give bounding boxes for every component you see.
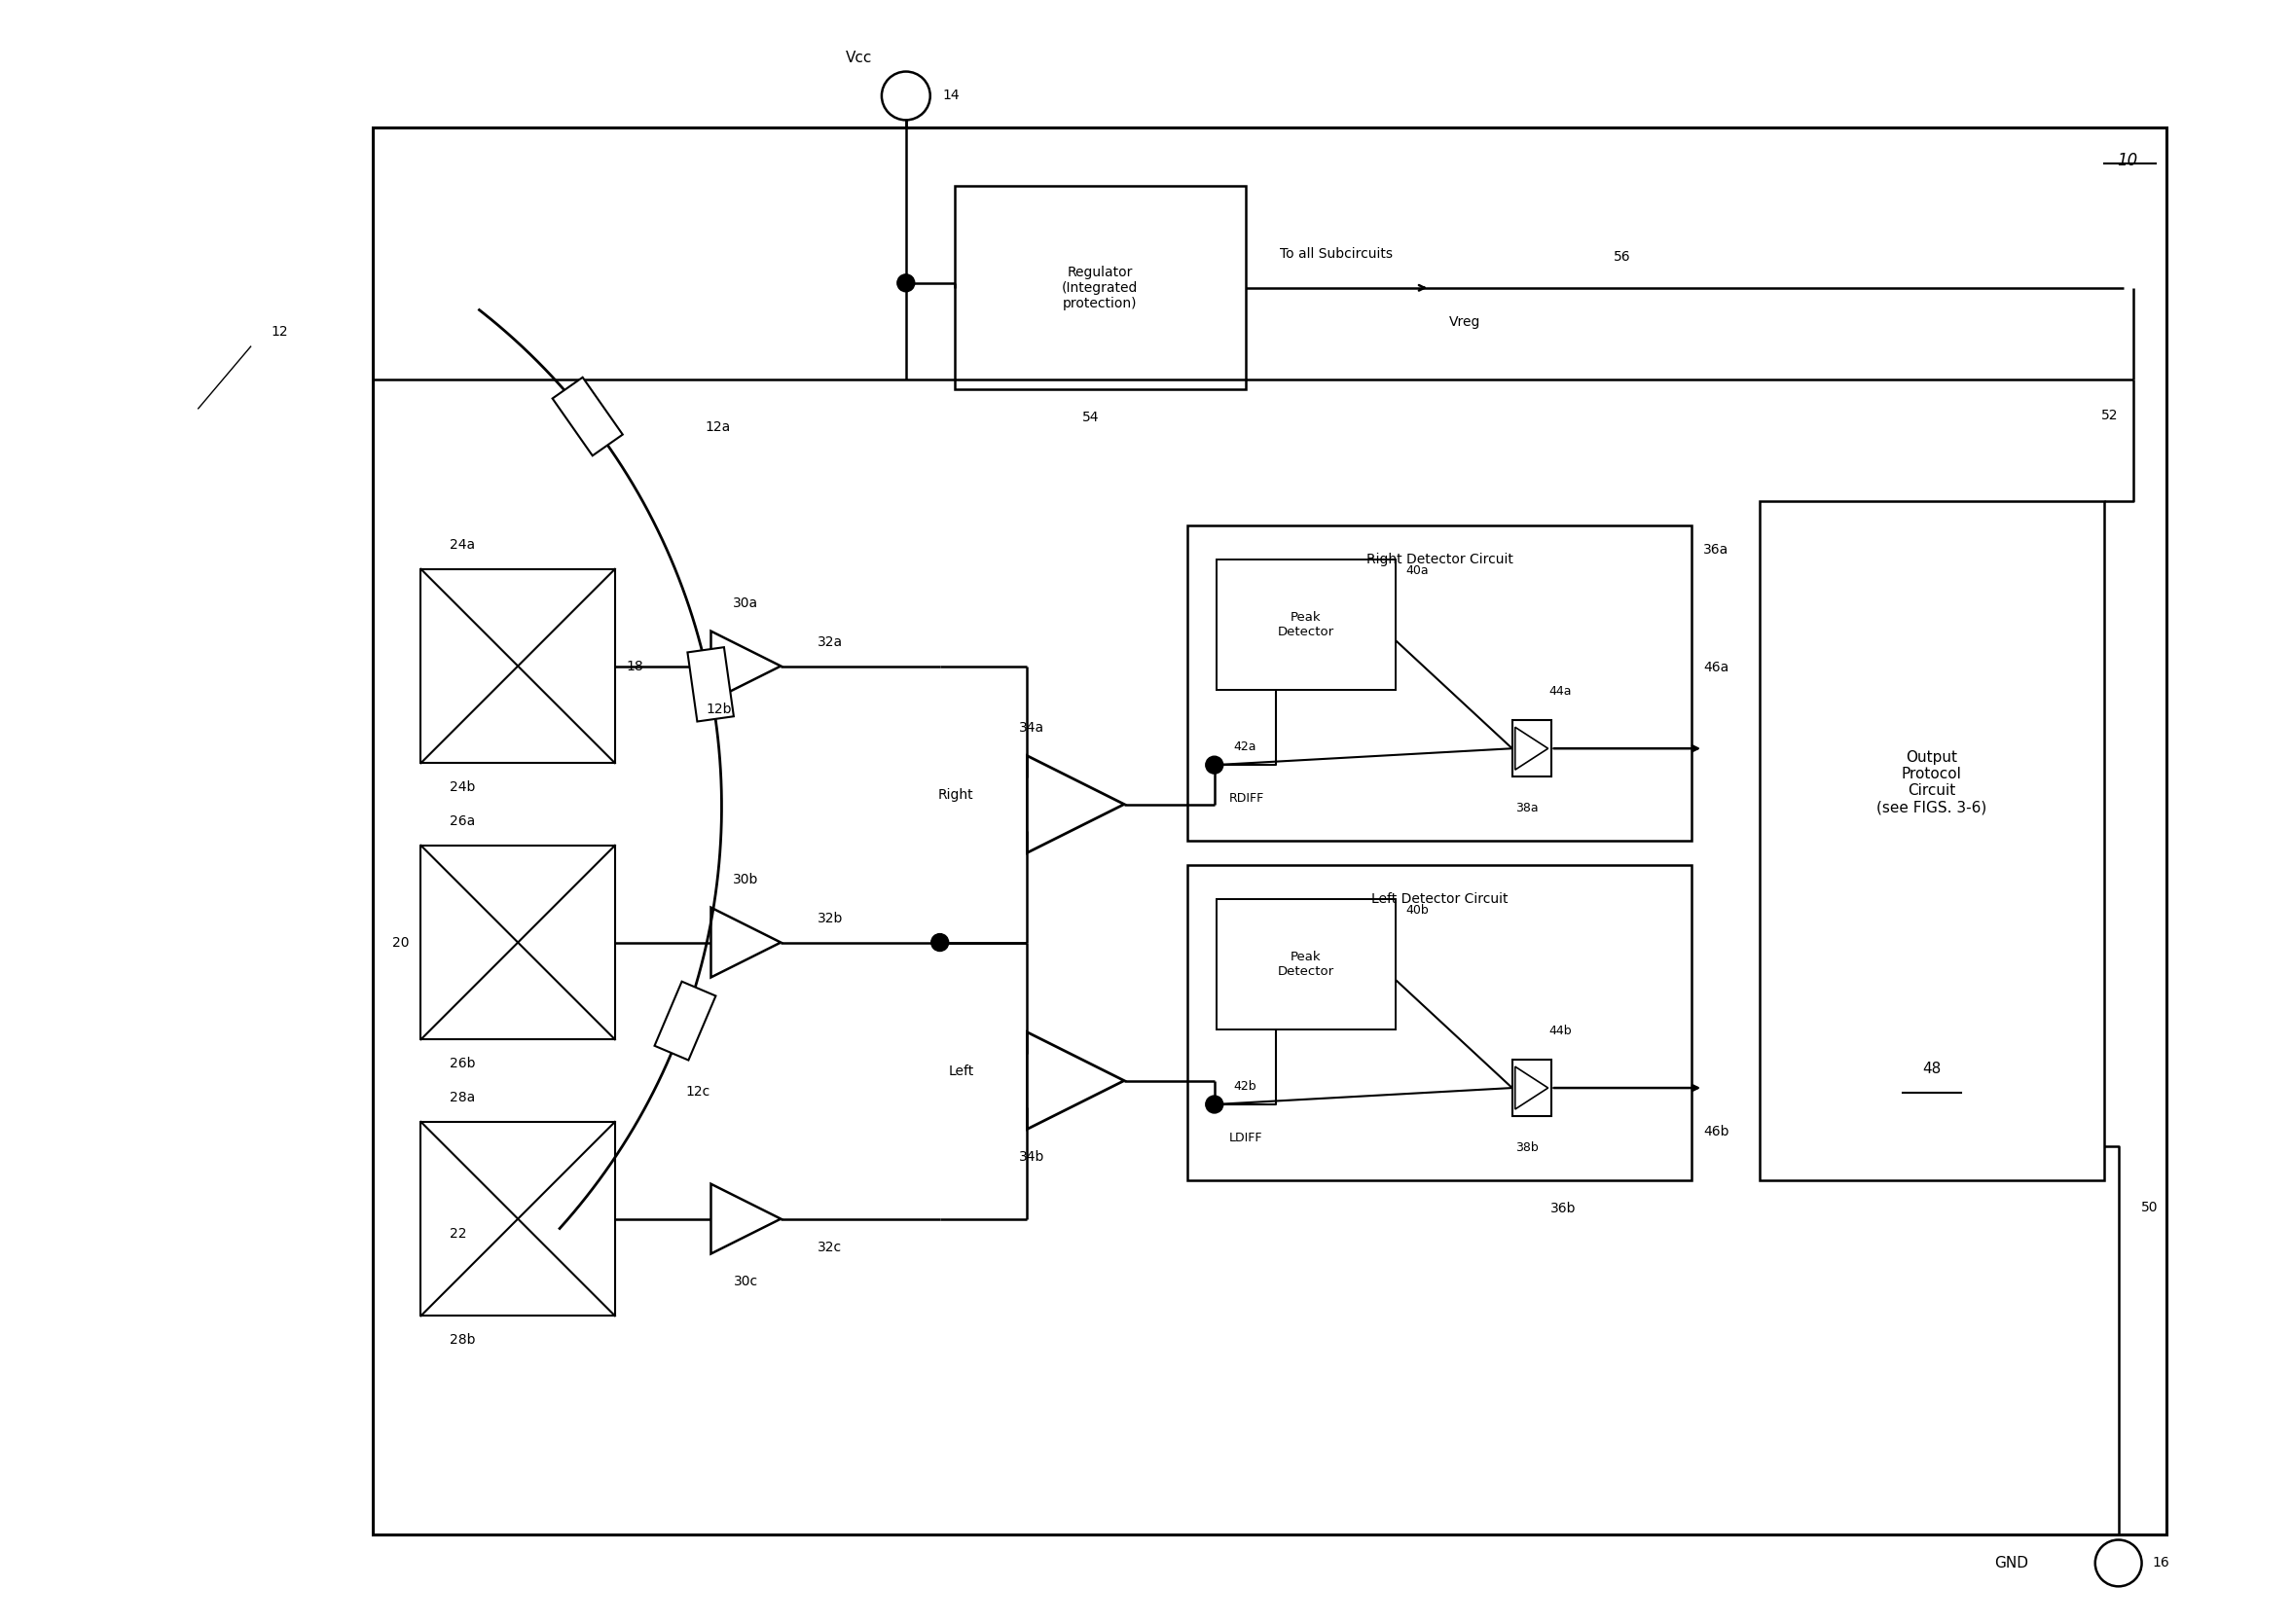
Text: Peak
Detector: Peak Detector [1277,611,1334,638]
Bar [1217,898,1396,1030]
Text: 30a: 30a [733,596,759,609]
Text: Regulator
(Integrated
protection): Regulator (Integrated protection) [1061,265,1139,310]
Bar [1187,526,1691,841]
Polygon shape [656,981,715,1060]
Text: Right Detector Circuit: Right Detector Circuit [1366,552,1513,567]
Text: 32b: 32b [818,911,843,926]
Polygon shape [1027,1033,1123,1129]
Text: 20: 20 [392,935,410,950]
Text: 42b: 42b [1233,1080,1256,1093]
Bar [1760,502,2104,1181]
Text: 40a: 40a [1405,564,1428,577]
Text: LDIFF: LDIFF [1229,1132,1263,1145]
Text: 26a: 26a [449,814,474,828]
Text: 12: 12 [270,325,289,338]
Text: 24b: 24b [449,781,477,794]
Text: 38a: 38a [1515,802,1538,815]
Text: 34b: 34b [1020,1150,1045,1164]
Text: 24a: 24a [449,538,474,552]
Text: 44a: 44a [1549,685,1572,698]
Text: Peak
Detector: Peak Detector [1277,950,1334,978]
Polygon shape [711,632,782,702]
Text: RDIFF: RDIFF [1229,793,1265,806]
Circle shape [896,274,915,292]
Bar [953,187,1245,390]
Text: 14: 14 [942,89,960,102]
Text: 32c: 32c [818,1241,841,1254]
Polygon shape [1027,755,1123,853]
Text: 50: 50 [2141,1200,2157,1215]
Text: GND: GND [1994,1556,2028,1570]
Text: Left Detector Circuit: Left Detector Circuit [1371,892,1508,906]
Text: Vreg: Vreg [1449,315,1481,328]
Bar [422,846,614,1039]
Polygon shape [1515,1067,1547,1109]
Text: 26b: 26b [449,1057,477,1070]
Bar [1513,721,1552,776]
Text: 22: 22 [449,1226,468,1241]
Bar [371,128,2166,1535]
Text: 36a: 36a [1703,542,1728,557]
Circle shape [882,71,931,120]
Circle shape [1206,1096,1224,1112]
Bar [1513,1060,1552,1116]
Text: 12b: 12b [706,703,731,716]
Text: 34a: 34a [1020,721,1045,734]
Text: Vcc: Vcc [846,50,871,65]
Text: 46b: 46b [1703,1125,1728,1138]
Text: To all Subcircuits: To all Subcircuits [1279,247,1391,261]
Text: 10: 10 [2118,153,2138,169]
Text: Left: Left [949,1064,974,1078]
Text: 38b: 38b [1515,1142,1538,1155]
Text: 16: 16 [2152,1556,2171,1570]
Circle shape [931,934,949,952]
Text: 30b: 30b [733,872,759,887]
Text: 28b: 28b [449,1333,477,1346]
Bar [422,568,614,763]
Text: Output
Protocol
Circuit
(see FIGS. 3-6): Output Protocol Circuit (see FIGS. 3-6) [1877,750,1987,815]
Text: 28a: 28a [449,1091,474,1104]
Text: 32a: 32a [818,635,843,648]
Circle shape [2095,1540,2141,1587]
Bar [1217,559,1396,690]
Polygon shape [711,908,782,978]
Text: 40b: 40b [1405,903,1428,916]
Text: 44b: 44b [1549,1025,1572,1038]
Text: 12a: 12a [704,421,731,435]
Bar [422,1122,614,1315]
Circle shape [1206,757,1224,773]
Text: 48: 48 [1923,1060,1941,1075]
Text: 46a: 46a [1703,661,1728,674]
Text: 56: 56 [1614,250,1632,263]
Bar [1187,866,1691,1181]
Text: 54: 54 [1082,411,1098,424]
Polygon shape [1515,728,1547,770]
Text: 12c: 12c [685,1085,711,1098]
Text: 30c: 30c [733,1275,759,1289]
Polygon shape [688,648,733,721]
Polygon shape [711,1184,782,1254]
Text: 18: 18 [626,659,644,672]
Text: 42a: 42a [1233,741,1256,754]
Polygon shape [552,377,623,456]
Text: Right: Right [937,788,974,801]
Text: 52: 52 [2102,409,2118,422]
Text: 36b: 36b [1549,1202,1577,1215]
